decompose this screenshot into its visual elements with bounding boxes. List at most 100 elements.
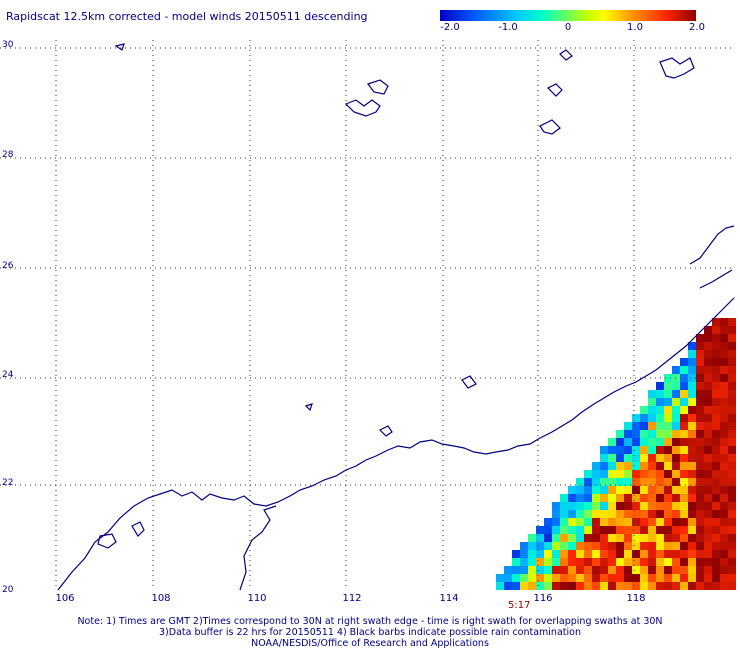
wind-cell: [664, 526, 672, 534]
wind-cell: [664, 422, 672, 430]
wind-cell: [656, 510, 664, 518]
wind-cell: [664, 574, 672, 582]
wind-cell: [568, 550, 576, 558]
wind-cell: [536, 582, 544, 590]
wind-cell: [632, 566, 640, 574]
wind-cell: [672, 510, 680, 518]
wind-cell: [664, 398, 672, 406]
wind-cell: [624, 470, 632, 478]
wind-cell: [720, 374, 728, 382]
wind-cell: [560, 518, 568, 526]
wind-cell: [720, 438, 728, 446]
wind-cell: [696, 542, 704, 550]
wind-cell: [608, 534, 616, 542]
wind-cell: [568, 534, 576, 542]
wind-cell: [696, 526, 704, 534]
wind-cell: [616, 566, 624, 574]
wind-cell: [680, 566, 688, 574]
wind-cell: [728, 566, 736, 574]
wind-cell: [640, 454, 648, 462]
wind-cell: [544, 518, 552, 526]
lon-label: 118: [626, 593, 646, 604]
wind-cell: [528, 534, 536, 542]
wind-cell: [648, 510, 656, 518]
wind-cell: [520, 566, 528, 574]
wind-cell: [560, 534, 568, 542]
wind-cell: [632, 422, 640, 430]
wind-cell: [696, 422, 704, 430]
wind-cell: [656, 486, 664, 494]
wind-cell: [616, 558, 624, 566]
wind-cell: [720, 526, 728, 534]
wind-cell: [688, 534, 696, 542]
wind-cell: [568, 566, 576, 574]
wind-cell: [728, 422, 736, 430]
wind-cell: [680, 582, 688, 590]
wind-cell: [624, 478, 632, 486]
wind-cell: [568, 574, 576, 582]
wind-cell: [624, 566, 632, 574]
wind-cell: [552, 510, 560, 518]
wind-cell: [704, 550, 712, 558]
wind-cell: [696, 486, 704, 494]
wind-cell: [672, 366, 680, 374]
wind-cell: [584, 558, 592, 566]
wind-cell: [632, 542, 640, 550]
wind-cell: [552, 542, 560, 550]
wind-cell: [584, 582, 592, 590]
wind-cell: [728, 518, 736, 526]
wind-cell: [648, 550, 656, 558]
wind-cell: [600, 478, 608, 486]
wind-cell: [632, 518, 640, 526]
wind-cell: [728, 502, 736, 510]
wind-cell: [608, 574, 616, 582]
wind-cell: [712, 574, 720, 582]
lat-label: 28: [2, 150, 14, 160]
wind-cell: [728, 534, 736, 542]
wind-cell: [688, 526, 696, 534]
wind-cell: [616, 454, 624, 462]
wind-cell: [704, 542, 712, 550]
wind-cell: [720, 494, 728, 502]
wind-cell: [688, 350, 696, 358]
wind-cell: [536, 574, 544, 582]
wind-cell: [680, 502, 688, 510]
wind-cell: [624, 558, 632, 566]
wind-cell: [584, 502, 592, 510]
wind-cell: [600, 566, 608, 574]
wind-cell: [640, 582, 648, 590]
wind-cell: [528, 550, 536, 558]
wind-cell: [720, 414, 728, 422]
wind-cell: [608, 462, 616, 470]
wind-cell: [696, 334, 704, 342]
wind-cell: [648, 526, 656, 534]
wind-cell: [712, 510, 720, 518]
wind-cell: [592, 542, 600, 550]
wind-cell: [712, 446, 720, 454]
wind-cell: [704, 478, 712, 486]
wind-cell: [656, 494, 664, 502]
wind-cell: [704, 470, 712, 478]
wind-cell: [552, 582, 560, 590]
wind-cell: [624, 526, 632, 534]
wind-cell: [680, 486, 688, 494]
wind-cell: [720, 366, 728, 374]
wind-cell: [720, 518, 728, 526]
wind-cell: [560, 582, 568, 590]
wind-cell: [552, 518, 560, 526]
wind-cell: [728, 582, 736, 590]
wind-cell: [560, 494, 568, 502]
wind-cell: [688, 374, 696, 382]
wind-cell: [688, 342, 696, 350]
wind-cell: [640, 462, 648, 470]
wind-cell: [632, 494, 640, 502]
wind-cell: [696, 510, 704, 518]
wind-cell: [680, 470, 688, 478]
lat-label: 26: [2, 261, 14, 271]
wind-cell: [712, 486, 720, 494]
wind-cell: [656, 502, 664, 510]
wind-cell: [688, 430, 696, 438]
wind-cell: [632, 462, 640, 470]
map-title: Rapidscat 12.5km corrected - model winds…: [6, 10, 368, 23]
wind-cell: [696, 350, 704, 358]
